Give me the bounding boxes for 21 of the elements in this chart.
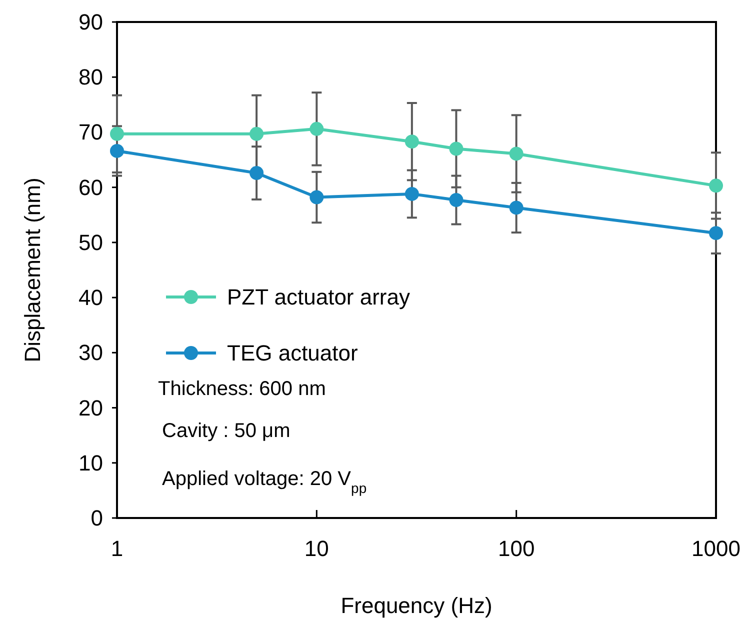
annotation: Applied voltage: 20 V$_{pp}$: [162, 468, 367, 496]
y-tick-label: 50: [78, 230, 103, 255]
x-tick-label: 1000: [692, 536, 740, 561]
y-tick-label: 20: [78, 395, 103, 420]
legend-label: PZT actuator array: [227, 284, 410, 310]
legend-label: TEG actuator: [227, 340, 358, 366]
x-tick-label: 10: [304, 536, 329, 561]
y-tick-label: 30: [78, 340, 103, 366]
y-tick-label: 0: [90, 506, 103, 530]
y-tick-label: 40: [78, 285, 103, 310]
y-tick-label: 90: [78, 10, 103, 34]
x-tick-label: 1: [110, 536, 124, 561]
y-tick-label: 10: [78, 450, 103, 476]
annotation: Cavity : 50 μm: [162, 420, 290, 442]
annotation: Thickness: 600 nm: [158, 378, 326, 400]
x-axis-title: Frequency (Hz): [340, 593, 492, 618]
y-tick-label: 70: [78, 120, 103, 145]
y-tick-label: 60: [78, 174, 103, 200]
y-axis-title: Displacement (nm): [20, 178, 45, 362]
y-tick-label: 80: [78, 64, 103, 90]
x-tick-label: 100: [498, 536, 535, 561]
